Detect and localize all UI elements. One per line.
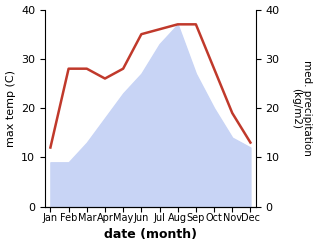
- X-axis label: date (month): date (month): [104, 228, 197, 242]
- Y-axis label: med. precipitation
(kg/m2): med. precipitation (kg/m2): [291, 60, 313, 156]
- Y-axis label: max temp (C): max temp (C): [5, 70, 16, 147]
